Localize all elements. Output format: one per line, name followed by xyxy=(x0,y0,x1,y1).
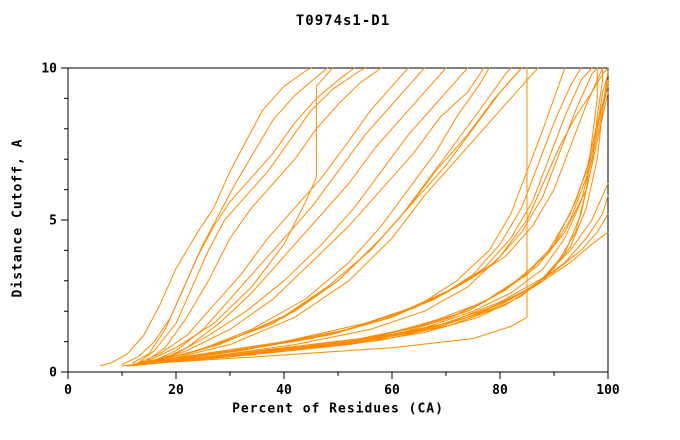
chart-title: T0974s1-D1 xyxy=(295,13,391,29)
y-tick-label: 0 xyxy=(49,366,57,381)
model-curve xyxy=(99,67,312,367)
model-curve xyxy=(143,67,598,365)
x-tick-label: 80 xyxy=(492,383,508,398)
model-curve xyxy=(121,67,328,365)
model-curve xyxy=(148,67,512,364)
x-tick-label: 40 xyxy=(276,383,292,398)
model-curve xyxy=(137,67,582,365)
model-curve xyxy=(143,67,334,364)
model-curve xyxy=(143,213,609,365)
x-tick-label: 100 xyxy=(596,383,620,398)
x-axis-label: Percent of Residues (CA) xyxy=(232,401,444,417)
model-curve xyxy=(137,67,523,364)
model-curve xyxy=(132,91,609,367)
model-curve xyxy=(148,67,604,364)
y-tick-label: 5 xyxy=(49,214,57,229)
model-curve xyxy=(143,67,469,364)
y-tick-label: 10 xyxy=(41,62,57,77)
model-curve xyxy=(143,67,490,364)
model-curve xyxy=(132,67,528,365)
model-curve xyxy=(159,67,539,362)
model-curve xyxy=(137,231,609,365)
model-curve xyxy=(153,67,604,364)
model-curve xyxy=(143,67,382,364)
model-curve xyxy=(132,67,609,365)
model-curve xyxy=(153,70,609,364)
model-curve xyxy=(126,82,609,367)
model-curve xyxy=(148,67,598,364)
x-tick-label: 0 xyxy=(64,383,72,398)
model-curve xyxy=(148,195,609,364)
model-curve xyxy=(153,67,447,364)
model-curve xyxy=(148,67,485,364)
model-curve xyxy=(121,85,609,367)
x-tick-label: 20 xyxy=(168,383,184,398)
model-curve xyxy=(137,67,409,364)
model-curve xyxy=(137,67,366,364)
x-tick-label: 60 xyxy=(384,383,400,398)
model-curve xyxy=(132,67,566,365)
